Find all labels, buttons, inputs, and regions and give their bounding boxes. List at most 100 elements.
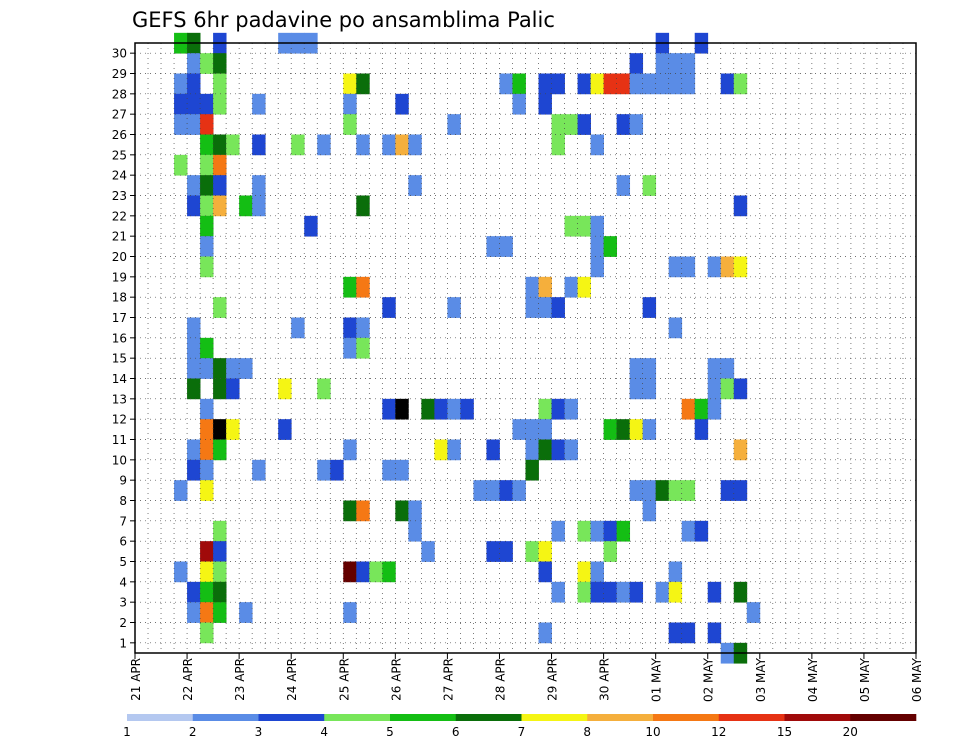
precip-cell [538,561,552,583]
precip-cell [356,317,370,339]
legend-swatch [390,714,457,721]
y-tick-label: 22 [112,209,127,223]
precip-cell [200,134,214,156]
precip-cell [395,459,409,481]
precip-cell [681,520,696,542]
y-tick-label: 7 [119,514,127,528]
legend-swatch [127,714,194,721]
precip-cell [473,480,487,501]
precip-cell [382,134,396,156]
precip-cell [720,358,735,379]
precip-cell [551,439,565,461]
x-tick-label: 21 APR [129,658,143,701]
precip-cell [707,378,722,400]
precip-cell [382,398,396,420]
precip-cell [408,175,422,196]
precip-cell [200,175,214,196]
precip-cell [551,114,565,135]
precip-cell [603,541,618,562]
precip-cell [538,439,552,461]
precip-cell [213,195,227,217]
precip-cell [707,622,722,644]
precip-cell [551,520,565,542]
precip-cell [213,581,227,603]
legend-label: 12 [711,725,726,739]
precip-cell [356,500,370,522]
y-tick-label: 20 [112,250,127,264]
precip-cell [733,480,748,501]
precip-cell [642,358,657,379]
precip-cell [434,398,448,420]
precip-cell [343,561,357,583]
precip-cell [356,561,370,583]
x-tick-label: 03 MAY [754,657,768,702]
precip-cell [213,541,227,562]
precip-cell [343,93,357,115]
legend-label: 3 [255,725,263,739]
precip-cell [330,459,344,481]
precip-cell [200,154,214,176]
x-tick-label: 28 APR [493,658,507,701]
precip-cell [343,500,357,522]
y-tick-label: 14 [112,372,127,386]
precip-cell [642,378,657,400]
precip-cell [252,93,266,115]
precip-cell [577,520,591,542]
precip-cell [213,154,227,176]
legend-swatch [653,714,720,721]
y-tick-label: 25 [112,148,127,162]
precip-cell [343,276,357,298]
y-tick-label: 15 [112,352,127,366]
precip-cell [200,541,214,562]
y-tick-label: 16 [112,331,127,345]
precip-cell [512,93,526,115]
precip-cell [187,114,201,135]
precip-cell [447,297,461,318]
precip-cell [694,520,709,542]
precip-cell [499,73,513,95]
precip-cell [187,53,201,74]
x-tick-label: 02 MAY [702,657,716,702]
x-tick-label: 23 APR [233,658,247,701]
y-tick-label: 19 [112,270,127,284]
precip-cell [512,480,526,501]
precip-cell [746,602,761,623]
precip-cell [395,93,409,115]
precip-cell [382,459,396,481]
precip-cell [733,378,748,400]
precip-cell [291,317,305,339]
precip-cell [317,378,331,400]
precip-cell [642,73,657,95]
precip-cell [239,358,253,379]
precip-cell [200,236,214,257]
precip-cell [525,419,539,440]
precip-cell [200,114,214,135]
precip-cell [343,114,357,135]
precip-cell [733,256,748,278]
precip-cell [525,297,539,318]
precip-cell [291,134,305,156]
precip-cell [668,480,683,501]
precip-cell [200,459,214,481]
precip-cell [213,602,227,623]
precip-cell [200,358,214,379]
precip-cell [408,500,422,522]
precip-cell [603,236,618,257]
precip-cell [538,541,552,562]
legend-swatch [587,714,654,721]
precip-cell [668,622,683,644]
precip-cell [577,581,591,603]
precip-cell [707,256,722,278]
y-tick-label: 30 [112,47,127,61]
precip-cell [200,602,214,623]
precip-cell [200,561,214,583]
precip-cell [681,256,696,278]
precip-cell [733,195,748,217]
precip-cell [356,134,370,156]
y-tick-label: 4 [119,575,127,589]
x-tick-label: 30 APR [598,658,612,701]
precip-cell [564,398,578,420]
x-tick-label: 25 APR [337,658,351,701]
x-tick-label: 29 APR [546,658,560,701]
